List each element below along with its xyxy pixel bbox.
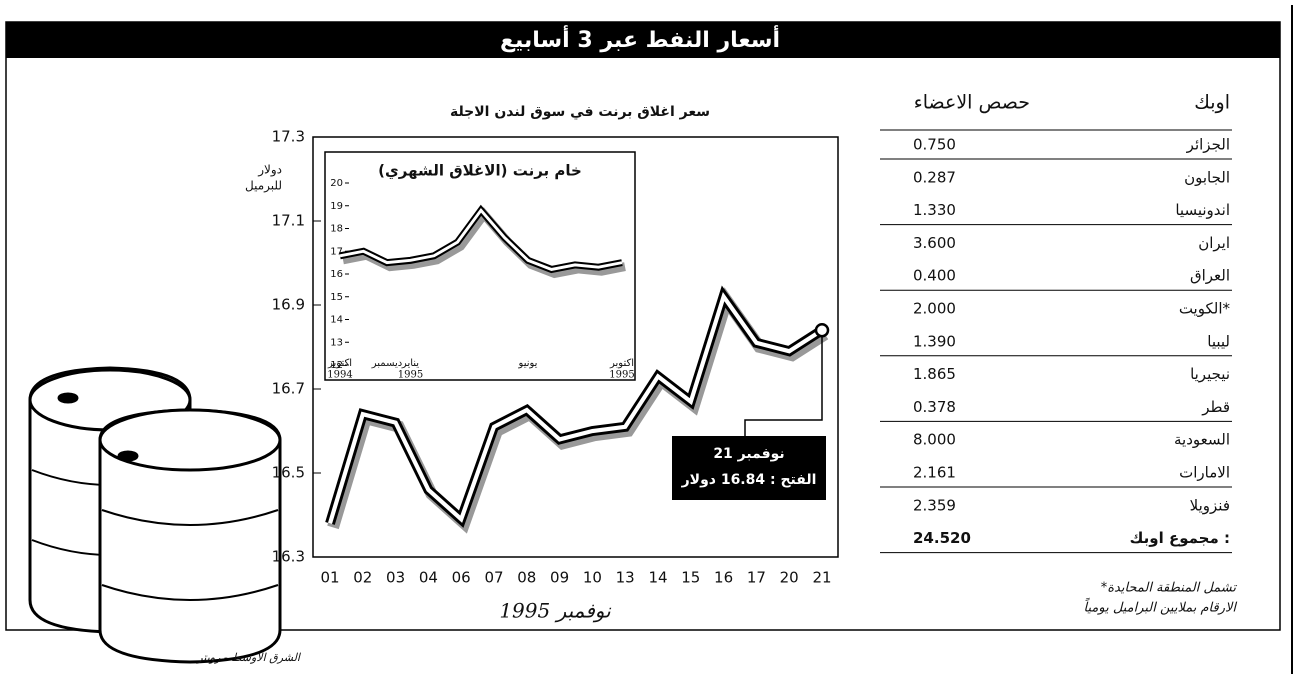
end-marker: [816, 324, 828, 336]
country: السعودية: [1174, 431, 1230, 449]
country: فنزويلا: [1190, 496, 1230, 514]
y-tick-label: 17.3: [272, 128, 305, 146]
x-tick-label: 14: [648, 569, 667, 587]
y-tick-label: 19: [330, 201, 343, 212]
x-tick-label: ديسمبر: [371, 358, 402, 369]
x-tick-label: 03: [386, 569, 405, 587]
x-tick-year: 1994: [327, 370, 352, 381]
country: مجموع اوبك :: [1130, 529, 1230, 547]
x-tick-label: 01: [320, 569, 339, 587]
y-tick-label: 16.9: [272, 296, 305, 314]
country: قطر: [1201, 398, 1230, 416]
x-tick-label: 15: [681, 569, 700, 587]
country: العراق: [1190, 267, 1230, 285]
country: الجزائر: [1186, 136, 1230, 154]
table-header: حصص الاعضاء: [914, 92, 1030, 114]
quota: 0.400: [913, 267, 956, 285]
y-tick-label: 20: [330, 178, 343, 189]
x-tick-label: 04: [419, 569, 438, 587]
quota: 0.750: [913, 136, 956, 154]
x-tick-label: يونيو: [518, 358, 538, 369]
quota: 1.865: [913, 365, 956, 383]
country: اندونيسيا: [1175, 201, 1230, 219]
x-tick-label: اكتوبر: [609, 358, 634, 369]
y-tick-label: 18: [330, 224, 343, 235]
quota: 1.390: [913, 332, 956, 350]
quota: 1.330: [913, 201, 956, 219]
y-tick-label: 16.5: [272, 464, 305, 482]
country: ليبيا: [1207, 332, 1230, 350]
annotation-text: 21 نوفمبر: [713, 446, 784, 462]
x-axis-label: نوفمبر 1995: [499, 599, 612, 623]
quota: 2.000: [913, 300, 956, 318]
x-tick-label: 17: [747, 569, 766, 587]
y-tick-label: 15: [330, 292, 343, 303]
quota: 2.359: [913, 496, 956, 514]
title: أسعار النفط عبر 3 أسابيع: [500, 24, 780, 53]
note: الارقام بملايين البراميل يومياً: [1084, 598, 1238, 616]
x-tick-label: 16: [714, 569, 733, 587]
quota: 0.287: [913, 168, 956, 186]
x-tick-label: 06: [452, 569, 471, 587]
x-tick-label: 10: [583, 569, 602, 587]
quota: 24.520: [913, 529, 971, 547]
x-tick-label: 20: [780, 569, 799, 587]
x-tick-year: 1995: [609, 370, 634, 381]
barrels: [30, 368, 280, 662]
x-tick-label: اكتوبر: [327, 358, 352, 369]
country: نيجيريا: [1190, 365, 1230, 383]
chart-title: سعر اغلاق برنت في سوق لندن الاجلة: [450, 104, 710, 120]
source: الشرق الاوسط - رويتر: [195, 651, 302, 664]
quota: 3.600: [913, 234, 956, 252]
y-axis-label: دولار: [257, 163, 282, 178]
table-header: اوبك: [1194, 92, 1230, 114]
x-tick-label: 21: [812, 569, 831, 587]
y-tick-label: 16.7: [272, 380, 305, 398]
x-tick-label: يناير: [401, 358, 419, 369]
x-tick-label: 09: [550, 569, 569, 587]
country: الجابون: [1184, 168, 1230, 186]
chart-title: خام برنت (الاغلاق الشهري): [378, 162, 582, 181]
y-tick-label: 14: [330, 315, 343, 326]
x-tick-year: 1995: [398, 370, 423, 381]
annotation-text: الفتح : 16.84 دولار: [681, 472, 817, 488]
quota: 2.161: [913, 464, 956, 482]
y-tick-label: 13: [330, 337, 343, 348]
country: الكويت*: [1179, 300, 1231, 318]
country: ايران: [1198, 234, 1230, 252]
country: الامارات: [1179, 464, 1230, 482]
quota: 0.378: [913, 398, 956, 416]
y-tick-label: 16.3: [272, 548, 305, 566]
y-axis-label: للبرميل: [245, 179, 282, 194]
x-tick-label: 07: [484, 569, 503, 587]
quota: 8.000: [913, 431, 956, 449]
infographic: أسعار النفط عبر 3 أسابيع سعر اغلاق برنت …: [0, 0, 1299, 674]
x-tick-label: 13: [616, 569, 635, 587]
note: *تشمل المنطقة المحايدة: [1101, 581, 1238, 596]
x-tick-label: 02: [353, 569, 372, 587]
x-tick-label: 08: [517, 569, 536, 587]
y-tick-label: 16: [330, 269, 343, 280]
y-tick-label: 17.1: [272, 212, 305, 230]
